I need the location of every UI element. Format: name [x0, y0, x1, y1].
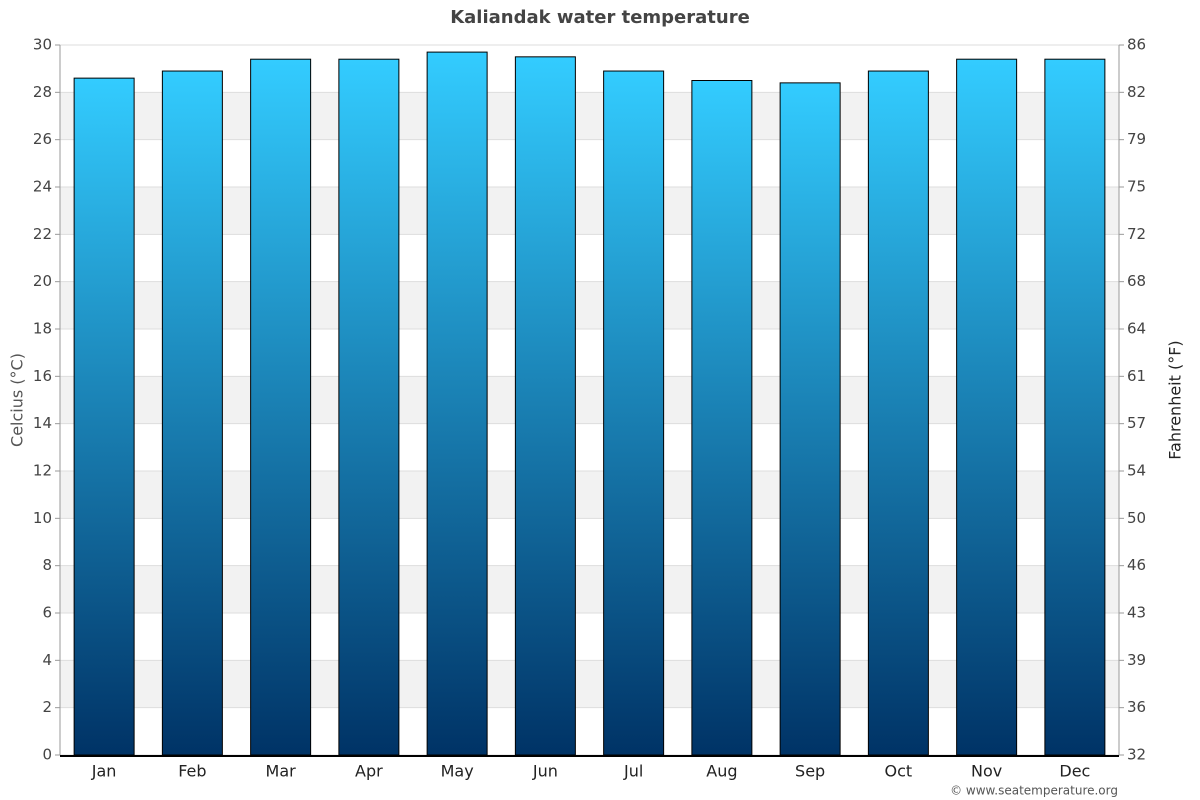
x-tick-label: Aug — [706, 762, 737, 781]
grid-band — [60, 281, 1119, 329]
bar — [691, 80, 753, 756]
grid-band — [60, 565, 1119, 613]
chart-title: Kaliandak water temperature — [450, 7, 750, 28]
y2-tick-label: 68 — [1127, 272, 1146, 290]
y-axis-label: Celcius (°C) — [8, 353, 27, 447]
y-tick-label: 8 — [42, 556, 52, 574]
y2-tick-label: 61 — [1127, 367, 1146, 385]
y2-tick-label: 72 — [1127, 225, 1146, 243]
y-tick-label: 6 — [42, 604, 52, 622]
bar — [161, 70, 223, 756]
x-tick-label: Feb — [178, 762, 206, 781]
x-tick-label: Nov — [971, 762, 1002, 781]
bar — [514, 56, 576, 756]
bar — [1044, 58, 1106, 756]
y-tick-label: 2 — [42, 698, 52, 716]
bar — [867, 70, 929, 756]
y2-tick-label: 64 — [1127, 320, 1146, 338]
y2-tick-label: 57 — [1127, 414, 1146, 432]
y-tick-label: 26 — [33, 130, 52, 148]
y-tick-label: 30 — [33, 36, 52, 54]
y2-axis-label: Fahrenheit (°F) — [1166, 340, 1185, 459]
bar — [73, 77, 135, 756]
source: © www.seatemperature.org — [950, 784, 1118, 798]
bar — [779, 82, 841, 756]
x-tick-label: Jun — [532, 762, 558, 781]
x-tick-label: Jan — [91, 762, 117, 781]
y-tick-label: 16 — [33, 367, 52, 385]
y2-tick-label: 86 — [1127, 36, 1146, 54]
x-tick-label: Apr — [355, 762, 383, 781]
y-tick-label: 10 — [33, 509, 52, 527]
y2-tick-label: 36 — [1127, 698, 1146, 716]
y2-tick-label: 50 — [1127, 509, 1146, 527]
bar — [338, 58, 400, 756]
bar — [603, 70, 665, 756]
grid-band — [60, 471, 1119, 519]
y-tick-label: 14 — [33, 414, 52, 432]
bar — [250, 58, 312, 756]
x-tick-label: Oct — [885, 762, 913, 781]
y2-tick-label: 75 — [1127, 178, 1146, 196]
y-tick-label: 24 — [33, 178, 52, 196]
grid-band — [60, 92, 1119, 140]
grid-band — [60, 376, 1119, 424]
y-tick-label: 22 — [33, 225, 52, 243]
y2-tick-label: 54 — [1127, 462, 1146, 480]
y2-tick-label: 79 — [1127, 130, 1146, 148]
x-tick-label: Dec — [1059, 762, 1090, 781]
y-tick-label: 12 — [33, 462, 52, 480]
y2-tick-label: 46 — [1127, 556, 1146, 574]
y-tick-label: 4 — [42, 651, 52, 669]
bar — [956, 58, 1018, 756]
y-tick-label: 18 — [33, 320, 52, 338]
x-tick-label: Jul — [623, 762, 643, 781]
y2-tick-label: 43 — [1127, 604, 1146, 622]
x-tick-label: Mar — [266, 762, 297, 781]
y2-tick-label: 32 — [1127, 746, 1146, 764]
y-tick-label: 20 — [33, 272, 52, 290]
grid-band — [60, 660, 1119, 708]
x-tick-label: May — [441, 762, 474, 781]
y2-tick-label: 82 — [1127, 83, 1146, 101]
bar — [426, 51, 488, 756]
grid-band — [60, 187, 1119, 235]
y2-tick-label: 39 — [1127, 651, 1146, 669]
y-tick-label: 0 — [42, 746, 52, 764]
x-tick-label: Sep — [795, 762, 825, 781]
y-tick-label: 28 — [33, 83, 52, 101]
